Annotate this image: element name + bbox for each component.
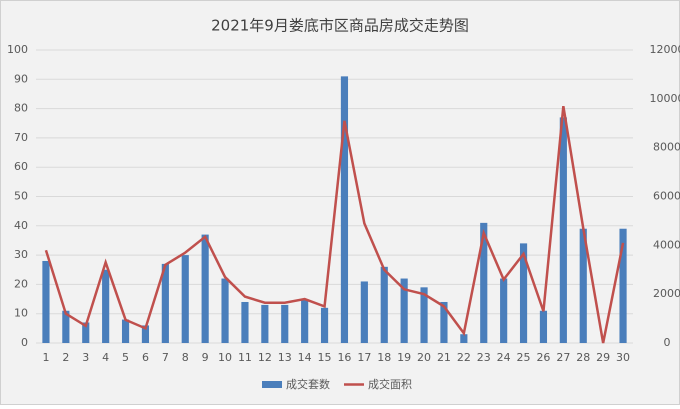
bar bbox=[122, 320, 129, 343]
y-tick-label: 20 bbox=[14, 277, 28, 290]
bar bbox=[42, 261, 49, 343]
legend-swatch bbox=[262, 381, 282, 388]
y-tick-label: 50 bbox=[14, 190, 28, 203]
x-tick-label: 10 bbox=[218, 351, 232, 364]
bar bbox=[361, 281, 368, 343]
bar bbox=[221, 279, 228, 343]
x-tick-label: 22 bbox=[457, 351, 471, 364]
y2-tick-label: 6000 bbox=[653, 190, 680, 203]
bar bbox=[202, 235, 209, 343]
x-tick-label: 6 bbox=[142, 351, 149, 364]
y-tick-label: 40 bbox=[14, 219, 28, 232]
y-tick-label: 70 bbox=[14, 131, 28, 144]
x-tick-label: 9 bbox=[202, 351, 209, 364]
y-tick-label: 10 bbox=[14, 307, 28, 320]
x-tick-label: 2 bbox=[62, 351, 69, 364]
chart-title: 2021年9月娄底市区商品房成交走势图 bbox=[211, 17, 469, 35]
x-tick-label: 16 bbox=[337, 351, 351, 364]
bar bbox=[182, 255, 189, 343]
bar bbox=[381, 267, 388, 343]
x-tick-label: 29 bbox=[596, 351, 610, 364]
x-tick-label: 26 bbox=[536, 351, 550, 364]
bar bbox=[321, 308, 328, 343]
x-tick-label: 4 bbox=[102, 351, 109, 364]
x-tick-label: 3 bbox=[82, 351, 89, 364]
y-tick-label: 0 bbox=[21, 336, 28, 349]
y2-tick-label: 4000 bbox=[653, 238, 680, 251]
y-tick-label: 100 bbox=[7, 43, 28, 56]
bar bbox=[281, 305, 288, 343]
bar bbox=[500, 279, 507, 343]
y-tick-label: 60 bbox=[14, 160, 28, 173]
y2-tick-label: 8000 bbox=[653, 141, 680, 154]
x-tick-label: 5 bbox=[122, 351, 129, 364]
x-tick-label: 17 bbox=[357, 351, 371, 364]
y-tick-label: 80 bbox=[14, 102, 28, 115]
bar bbox=[560, 117, 567, 343]
x-tick-label: 7 bbox=[162, 351, 169, 364]
x-tick-label: 20 bbox=[417, 351, 431, 364]
bar bbox=[102, 270, 109, 343]
bar bbox=[261, 305, 268, 343]
y-tick-label: 30 bbox=[14, 248, 28, 261]
legend-label: 成交套数 bbox=[286, 377, 330, 391]
bar bbox=[301, 299, 308, 343]
x-tick-label: 8 bbox=[182, 351, 189, 364]
x-tick-label: 23 bbox=[477, 351, 491, 364]
y2-tick-label: 0 bbox=[664, 336, 671, 349]
x-tick-label: 27 bbox=[556, 351, 570, 364]
x-tick-label: 19 bbox=[397, 351, 411, 364]
x-tick-label: 12 bbox=[258, 351, 272, 364]
x-tick-label: 25 bbox=[517, 351, 531, 364]
x-tick-label: 18 bbox=[377, 351, 391, 364]
bar bbox=[341, 76, 348, 343]
y2-tick-label: 10000 bbox=[650, 92, 680, 105]
x-tick-label: 15 bbox=[318, 351, 332, 364]
bar bbox=[241, 302, 248, 343]
bar bbox=[540, 311, 547, 343]
x-tick-label: 24 bbox=[497, 351, 511, 364]
x-tick-label: 14 bbox=[298, 351, 312, 364]
x-tick-label: 1 bbox=[42, 351, 49, 364]
legend-label: 成交面积 bbox=[368, 377, 412, 391]
x-tick-label: 13 bbox=[278, 351, 292, 364]
x-tick-label: 21 bbox=[437, 351, 451, 364]
x-tick-label: 28 bbox=[576, 351, 590, 364]
y2-tick-label: 12000 bbox=[650, 43, 680, 56]
bar bbox=[460, 334, 467, 343]
x-tick-label: 11 bbox=[238, 351, 252, 364]
y2-tick-label: 2000 bbox=[653, 287, 680, 300]
x-tick-label: 30 bbox=[616, 351, 630, 364]
y-tick-label: 90 bbox=[14, 72, 28, 85]
